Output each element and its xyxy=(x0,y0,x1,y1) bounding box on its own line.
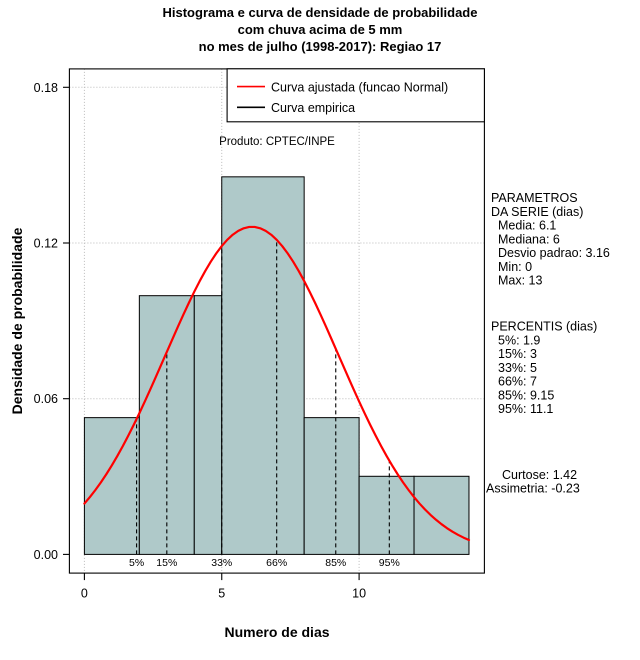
svg-text:33%: 33% xyxy=(211,557,232,569)
svg-text:15%: 15% xyxy=(156,557,177,569)
svg-text:Curtose: 1.42: Curtose: 1.42 xyxy=(502,468,577,482)
svg-text:Desvio padrao: 3.16: Desvio padrao: 3.16 xyxy=(498,246,610,260)
svg-text:Min: 0: Min: 0 xyxy=(498,260,532,274)
svg-text:33%: 5: 33%: 5 xyxy=(498,361,537,375)
svg-text:PARAMETROS: PARAMETROS xyxy=(491,191,578,205)
svg-text:Mediana: 6: Mediana: 6 xyxy=(498,232,560,246)
svg-text:Media: 6.1: Media: 6.1 xyxy=(498,219,556,233)
svg-text:5: 5 xyxy=(218,587,225,601)
svg-text:85%: 85% xyxy=(325,557,346,569)
svg-text:95%: 95% xyxy=(379,557,400,569)
svg-text:0.06: 0.06 xyxy=(34,392,58,406)
svg-text:Curva empirica: Curva empirica xyxy=(271,101,355,115)
svg-text:Histograma e curva de densidad: Histograma e curva de densidade de proba… xyxy=(163,5,478,20)
svg-text:no mes de julho (1998-2017): R: no mes de julho (1998-2017): Regiao 17 xyxy=(199,39,442,54)
svg-text:5%: 5% xyxy=(129,557,144,569)
svg-text:0.18: 0.18 xyxy=(34,81,58,95)
svg-text:0.00: 0.00 xyxy=(34,548,58,562)
svg-text:Assimetria: -0.23: Assimetria: -0.23 xyxy=(486,482,580,496)
svg-text:66%: 7: 66%: 7 xyxy=(498,375,537,389)
svg-text:0: 0 xyxy=(81,587,88,601)
svg-text:66%: 66% xyxy=(266,557,287,569)
svg-text:com chuva acima de 5 mm: com chuva acima de 5 mm xyxy=(238,22,403,37)
svg-text:95%: 11.1: 95%: 11.1 xyxy=(498,402,553,416)
svg-text:15%: 3: 15%: 3 xyxy=(498,347,537,361)
svg-text:PERCENTIS (dias): PERCENTIS (dias) xyxy=(491,320,597,334)
svg-text:DA SERIE (dias): DA SERIE (dias) xyxy=(491,205,583,219)
svg-text:Densidade de probabilidade: Densidade de probabilidade xyxy=(9,227,25,414)
svg-text:Max: 13: Max: 13 xyxy=(498,274,543,288)
svg-text:Curva ajustada (funcao Normal): Curva ajustada (funcao Normal) xyxy=(271,80,448,94)
svg-text:10: 10 xyxy=(352,587,366,601)
svg-text:0.12: 0.12 xyxy=(34,237,58,251)
svg-text:Produto: CPTEC/INPE: Produto: CPTEC/INPE xyxy=(219,136,335,148)
svg-text:5%: 1.9: 5%: 1.9 xyxy=(498,333,540,347)
svg-text:85%: 9.15: 85%: 9.15 xyxy=(498,388,554,402)
svg-text:Numero de dias: Numero de dias xyxy=(224,624,329,640)
